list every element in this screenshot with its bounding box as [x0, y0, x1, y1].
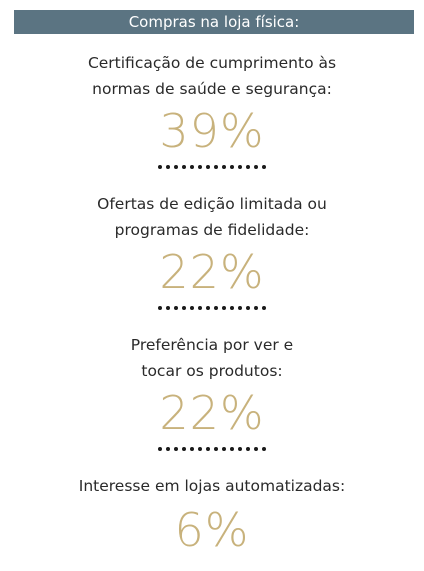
stat-value: 6% — [174, 503, 250, 557]
divider-dot — [182, 165, 186, 169]
divider-dot — [254, 306, 258, 310]
divider-dot — [198, 165, 202, 169]
divider-dot — [190, 306, 194, 310]
divider-dot — [206, 306, 210, 310]
divider-dot — [230, 306, 234, 310]
divider-dot — [246, 306, 250, 310]
divider-dot — [214, 165, 218, 169]
divider-dot — [198, 447, 202, 451]
stat-block-automated-stores: Interesse em lojas automatizadas: 6% — [0, 473, 424, 555]
dotted-divider — [158, 446, 266, 452]
stat-label-line: tocar os produtos: — [141, 362, 283, 380]
divider-dot — [222, 165, 226, 169]
divider-dot — [174, 165, 178, 169]
divider-dot — [158, 165, 162, 169]
divider-dot — [246, 165, 250, 169]
stat-label-line: normas de saúde e segurança: — [92, 80, 332, 98]
divider-dot — [238, 447, 242, 451]
stat-block-see-touch: Preferência por ver e tocar os produtos:… — [0, 332, 424, 452]
stat-value: 39% — [159, 104, 265, 158]
divider-dot — [262, 306, 266, 310]
stat-value: 22% — [159, 386, 265, 440]
stat-label-line: programas de fidelidade: — [114, 221, 310, 239]
divider-dot — [214, 306, 218, 310]
stat-block-limited-editions: Ofertas de edição limitada ou programas … — [0, 191, 424, 311]
divider-dot — [262, 447, 266, 451]
stat-label-line: Certificação de cumprimento às — [87, 54, 337, 72]
stat-value: 22% — [159, 245, 265, 299]
divider-dot — [174, 306, 178, 310]
divider-dot — [206, 447, 210, 451]
divider-dot — [254, 447, 258, 451]
divider-dot — [174, 447, 178, 451]
divider-dot — [190, 447, 194, 451]
divider-dot — [222, 306, 226, 310]
divider-dot — [166, 306, 170, 310]
divider-dot — [230, 447, 234, 451]
divider-dot — [262, 165, 266, 169]
divider-dot — [222, 447, 226, 451]
stat-label-line: Interesse em lojas automatizadas: — [78, 477, 346, 495]
divider-dot — [206, 165, 210, 169]
stat-block-health-safety: Certificação de cumprimento às normas de… — [0, 50, 424, 170]
dotted-divider — [158, 164, 266, 170]
divider-dot — [182, 447, 186, 451]
dotted-divider — [158, 305, 266, 311]
divider-dot — [166, 447, 170, 451]
divider-dot — [254, 165, 258, 169]
divider-dot — [198, 306, 202, 310]
section-header: Compras na loja física: — [14, 10, 414, 34]
divider-dot — [166, 165, 170, 169]
divider-dot — [238, 165, 242, 169]
divider-dot — [246, 447, 250, 451]
divider-dot — [214, 447, 218, 451]
stat-label-line: Preferência por ver e — [130, 336, 294, 354]
divider-dot — [158, 447, 162, 451]
stat-label-line: Ofertas de edição limitada ou — [97, 195, 327, 213]
divider-dot — [182, 306, 186, 310]
divider-dot — [158, 306, 162, 310]
divider-dot — [238, 306, 242, 310]
divider-dot — [190, 165, 194, 169]
divider-dot — [230, 165, 234, 169]
